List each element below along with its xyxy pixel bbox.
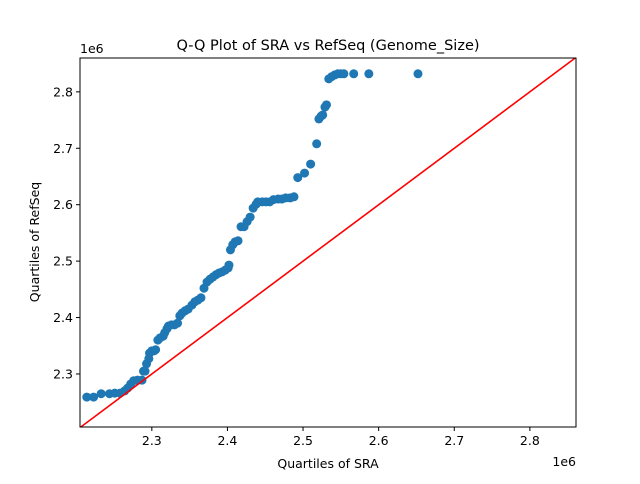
y-axis-label: Quartiles of RefSeq [27,182,42,302]
data-point [312,139,322,149]
chart-title: Q-Q Plot of SRA vs RefSeq (Genome_Size) [176,38,479,54]
reference-line [80,58,576,427]
x-tick-label: 2.3 [142,433,162,448]
x-offset-label: 1e6 [552,454,576,469]
y-tick-label: 2.5 [53,254,73,269]
data-point [140,366,150,376]
x-tick-label: 2.6 [369,433,389,448]
data-point [196,293,206,303]
data-point [293,173,303,183]
x-tick-label: 2.7 [444,433,464,448]
data-point [82,392,92,402]
y-tick-label: 2.7 [53,141,73,156]
y-tick-label: 2.6 [53,197,73,212]
x-tick-label: 2.8 [520,433,540,448]
data-point [96,389,106,399]
plot-frame [79,57,577,428]
y-tick-label: 2.8 [53,84,73,99]
data-point [300,168,310,178]
y-tick-label: 2.3 [53,366,73,381]
x-tick-label: 2.4 [217,433,237,448]
data-point [245,212,255,222]
data-point [233,236,243,246]
x-tick-label: 2.5 [293,433,313,448]
y-offset-label: 1e6 [80,41,104,56]
data-point [321,100,331,110]
y-tick-label: 2.4 [53,310,73,325]
data-point [224,260,234,270]
data-point [289,192,299,202]
data-point [349,69,359,79]
data-point [151,345,161,355]
data-point [339,69,349,79]
data-point [413,69,423,79]
data-point [318,110,328,120]
data-point [306,159,316,169]
data-point [89,392,99,402]
data-point [364,69,374,79]
x-axis-label: Quartiles of SRA [277,456,379,471]
data-point [173,318,183,328]
